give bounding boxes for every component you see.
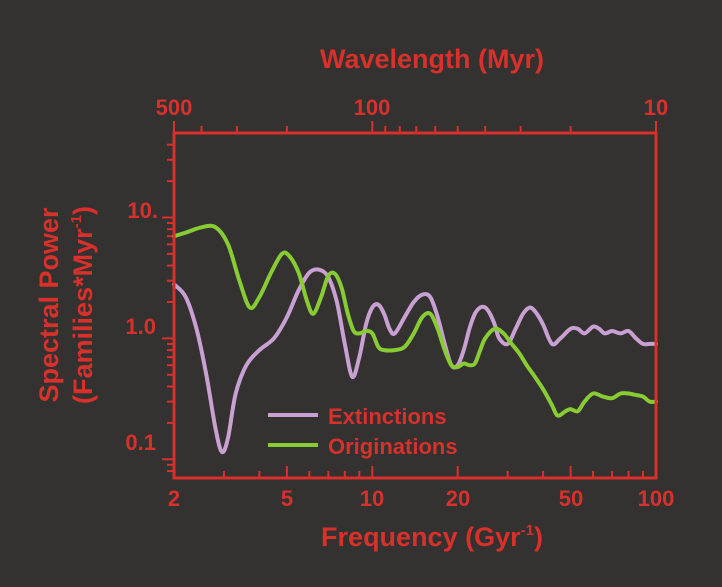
x-tick-label-100: 100: [638, 486, 675, 511]
x-tick-label-10: 10: [360, 486, 384, 511]
x-tick-label-2: 2: [168, 486, 180, 511]
x-tick-label-20: 20: [446, 486, 470, 511]
top-axis-title: Wavelength (Myr): [320, 44, 544, 74]
x-tick-label-5: 5: [281, 486, 293, 511]
plot-frame: [172, 131, 658, 480]
legend-label-extinctions: Extinctions: [328, 404, 447, 429]
top-tick-label-100: 100: [354, 95, 391, 120]
y-axis-title-line1: Spectral Power: [34, 207, 64, 403]
x-axis-title: Frequency (Gyr-1): [321, 522, 543, 552]
legend: Extinctions Originations: [268, 404, 458, 459]
series-lines: [172, 223, 658, 455]
y-tick-label-1.0: 1.0: [125, 314, 156, 339]
series-line-originations: [172, 223, 658, 418]
x-tick-label-50: 50: [559, 486, 583, 511]
legend-label-originations: Originations: [328, 434, 458, 459]
y-tick-label-10: 10.: [127, 198, 158, 223]
top-tick-label-500: 500: [156, 95, 193, 120]
y-axis-title-line2: (Families*Myr-1): [68, 206, 98, 404]
y-tick-label-0.1: 0.1: [125, 430, 156, 455]
top-tick-label-10: 10: [644, 95, 668, 120]
